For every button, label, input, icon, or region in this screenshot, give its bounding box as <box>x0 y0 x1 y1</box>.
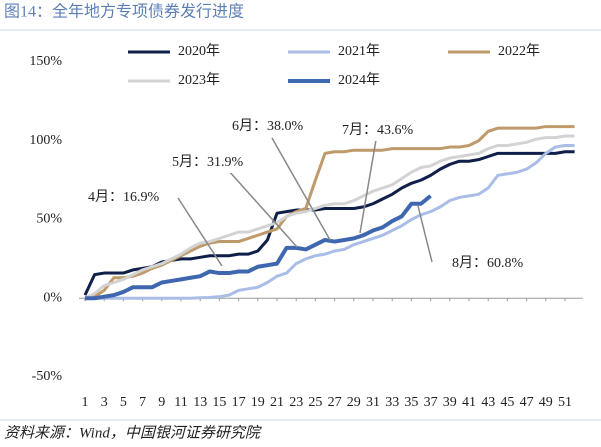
chart-title: 图14：全年地方专项债券发行进度 <box>4 3 244 21</box>
x-tick-label: 21 <box>270 395 284 410</box>
leader-line <box>417 205 433 263</box>
x-tick-label: 31 <box>366 395 380 410</box>
legend-label: 2022年 <box>498 43 540 59</box>
x-tick-label: 19 <box>251 395 265 410</box>
y-tick-label: 100% <box>29 133 62 148</box>
annotation: 7月：43.6% <box>342 122 413 138</box>
x-tick-label: 23 <box>289 395 303 410</box>
y-tick-label: 50% <box>36 212 62 227</box>
series-line <box>84 134 575 300</box>
x-tick-label: 7 <box>139 395 146 410</box>
leader-line <box>227 169 298 248</box>
legend-label: 2021年 <box>338 43 380 59</box>
x-tick-label: 11 <box>174 395 187 410</box>
x-tick-label: 41 <box>462 395 476 410</box>
legend-label: 2023年 <box>178 72 220 88</box>
annotation: 5月：31.9% <box>172 154 243 170</box>
series-line <box>85 194 432 301</box>
annotation: 4月：16.9% <box>88 189 159 205</box>
x-tick-label: 43 <box>481 395 495 410</box>
x-tick-label: 5 <box>120 395 127 410</box>
x-tick-label: 27 <box>328 395 342 410</box>
x-tick-label: 17 <box>232 395 246 410</box>
y-tick-label: 0% <box>43 290 62 305</box>
leader-line <box>359 139 377 234</box>
source: 资料来源：Wind，中国银河证券研究院 <box>4 424 262 441</box>
x-tick-label: 51 <box>558 395 572 410</box>
x-tick-label: 3 <box>101 395 108 410</box>
y-tick-label: -50% <box>32 369 63 384</box>
y-tick-label: 150% <box>29 54 62 69</box>
x-tick-label: 47 <box>520 395 534 410</box>
annotation-bg <box>339 121 427 141</box>
annotation-bg <box>229 117 317 137</box>
leader-line <box>271 137 331 241</box>
legend-label: 2024年 <box>338 72 380 88</box>
annotation: 6月：38.0% <box>232 118 303 134</box>
x-tick-label: 29 <box>347 395 361 410</box>
annotation-bg <box>449 254 537 274</box>
leader-line <box>177 197 223 267</box>
annotation: 8月：60.8% <box>452 255 523 271</box>
x-tick-label: 45 <box>500 395 514 410</box>
x-tick-label: 25 <box>308 395 322 410</box>
x-tick-label: 13 <box>193 395 207 410</box>
x-tick-label: 39 <box>443 395 457 410</box>
x-tick-label: 49 <box>539 395 553 410</box>
x-tick-label: 9 <box>158 395 165 410</box>
x-tick-label: 1 <box>82 395 89 410</box>
x-tick-label: 35 <box>404 395 418 410</box>
series-line <box>85 143 575 300</box>
x-tick-label: 15 <box>212 395 226 410</box>
legend-label: 2020年 <box>178 43 220 59</box>
annotation-bg <box>85 188 173 208</box>
annotation-bg <box>169 153 257 173</box>
x-tick-label: 33 <box>385 395 399 410</box>
x-tick-label: 37 <box>424 395 438 410</box>
